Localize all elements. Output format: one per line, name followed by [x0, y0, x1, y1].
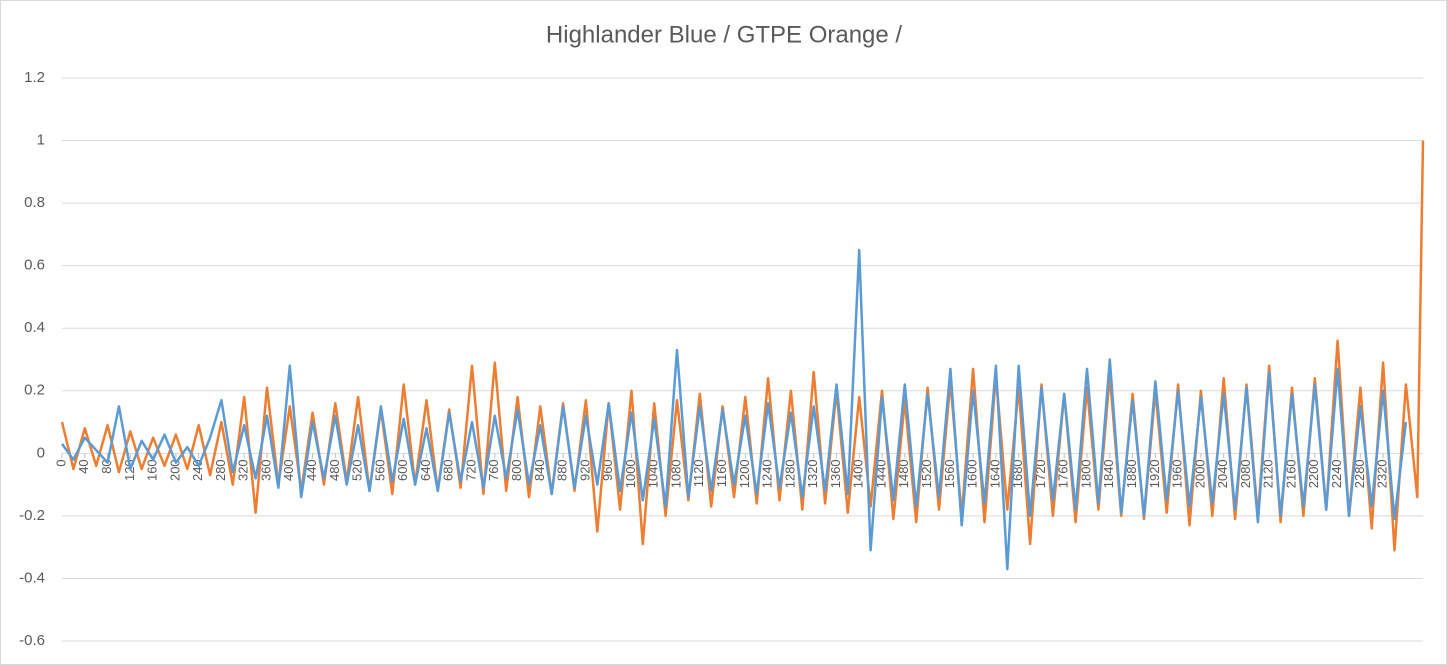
- y-tick-label: 0.2: [24, 382, 45, 399]
- x-tick-label: 1160: [714, 459, 729, 487]
- y-tick-label: 1.2: [24, 69, 45, 86]
- x-tick-label: 1320: [805, 459, 820, 488]
- x-tick-label: 280: [213, 459, 228, 481]
- x-tick-label: 640: [418, 459, 433, 481]
- y-tick-label: -0.2: [19, 507, 45, 524]
- x-tick-label: 1520: [919, 459, 934, 488]
- x-tick-label: 1480: [896, 459, 911, 488]
- x-tick-label: 2120: [1261, 459, 1276, 488]
- x-tick-label: 2200: [1306, 459, 1321, 488]
- chart-title: Highlander Blue / GTPE Orange /: [546, 21, 903, 48]
- x-tick-label: 2240: [1329, 459, 1344, 488]
- x-tick-label: 200: [167, 459, 182, 481]
- y-tick-label: -0.6: [19, 632, 45, 649]
- x-tick-label: 80: [99, 459, 114, 473]
- x-tick-label: 2280: [1352, 459, 1367, 488]
- x-tick-label: 2080: [1238, 459, 1253, 488]
- y-tick-label: 1: [37, 132, 45, 149]
- x-tick-label: 160: [145, 459, 160, 481]
- x-tick-label: 40: [76, 459, 91, 473]
- x-tick-label: 1760: [1056, 459, 1071, 488]
- x-tick-label: 1800: [1078, 459, 1093, 488]
- x-tick-label: 680: [441, 459, 456, 481]
- x-tick-label: 1640: [987, 459, 1002, 488]
- x-tick-label: 2040: [1215, 459, 1230, 488]
- y-tick-label: -0.4: [19, 569, 45, 586]
- x-tick-label: 1120: [691, 459, 706, 487]
- y-tick-label: 0: [37, 444, 45, 461]
- y-tick-label: 0.8: [24, 194, 45, 211]
- x-tick-label: 1920: [1147, 459, 1162, 488]
- x-tick-label: 920: [577, 459, 592, 481]
- y-tick-label: 0.4: [24, 319, 45, 336]
- x-tick-label: 840: [532, 459, 547, 481]
- x-tick-label: 1400: [851, 459, 866, 488]
- x-tick-label: 320: [236, 459, 251, 481]
- x-tick-label: 600: [395, 459, 410, 481]
- x-tick-label: 800: [509, 459, 524, 481]
- x-tick-label: 2160: [1283, 459, 1298, 488]
- x-tick-label: 400: [281, 459, 296, 481]
- line-series: [60, 140, 1425, 552]
- x-tick-label: 240: [190, 459, 205, 481]
- x-tick-label: 520: [350, 459, 365, 481]
- x-tick-label: 480: [327, 459, 342, 481]
- x-tick-label: 1840: [1101, 459, 1116, 488]
- x-tick-label: 1080: [668, 459, 683, 488]
- x-tick-label: 0: [53, 459, 68, 466]
- x-tick-label: 1000: [623, 459, 638, 488]
- x-tick-label: 360: [258, 459, 273, 481]
- x-tick-label: 760: [486, 459, 501, 481]
- x-tick-label: 880: [555, 459, 570, 481]
- x-tick-label: 1560: [942, 459, 957, 488]
- x-tick-label: 1360: [828, 459, 843, 488]
- x-tick-label: 1200: [737, 459, 752, 488]
- x-tick-label: 1240: [760, 459, 775, 488]
- x-tick-label: 1880: [1124, 459, 1139, 488]
- x-tick-label: 2320: [1375, 459, 1390, 488]
- x-tick-label: 1960: [1170, 459, 1185, 488]
- x-tick-label: 1280: [782, 459, 797, 488]
- x-tick-label: 440: [304, 459, 319, 481]
- x-tick-label: 2000: [1192, 459, 1207, 488]
- line-series: [60, 248, 1408, 571]
- x-tick-label: 560: [372, 459, 387, 481]
- x-tick-label: 720: [463, 459, 478, 481]
- x-tick-label: 1600: [965, 459, 980, 488]
- y-tick-label: 0.6: [24, 257, 45, 274]
